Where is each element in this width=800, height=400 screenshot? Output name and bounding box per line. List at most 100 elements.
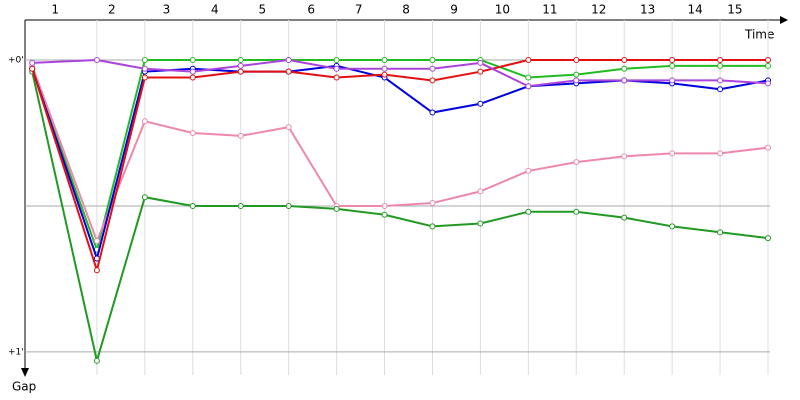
point xyxy=(525,83,532,90)
point xyxy=(381,202,388,209)
point xyxy=(381,71,388,78)
point xyxy=(141,194,148,201)
series-line xyxy=(31,64,769,263)
point xyxy=(477,68,484,75)
point xyxy=(765,56,772,63)
point xyxy=(333,74,340,81)
point xyxy=(429,223,436,230)
point xyxy=(621,214,628,221)
point xyxy=(189,74,196,81)
point xyxy=(669,77,676,84)
point xyxy=(525,208,532,215)
point xyxy=(237,68,244,75)
x-tick-label: 5 xyxy=(258,3,266,17)
point xyxy=(93,267,100,274)
point xyxy=(621,56,628,63)
point xyxy=(285,124,292,131)
point xyxy=(93,357,100,364)
point xyxy=(333,56,340,63)
point xyxy=(573,56,580,63)
point xyxy=(93,237,100,244)
point xyxy=(717,56,724,63)
point xyxy=(477,188,484,195)
x-tick-label: 9 xyxy=(450,3,458,17)
point xyxy=(573,77,580,84)
point xyxy=(381,56,388,63)
point xyxy=(525,167,532,174)
point xyxy=(429,56,436,63)
point xyxy=(381,65,388,72)
point xyxy=(333,65,340,72)
point xyxy=(141,56,148,63)
y-axis-label: Gap xyxy=(12,380,36,394)
series-line xyxy=(32,58,769,88)
point xyxy=(717,229,724,236)
x-tick-label: 8 xyxy=(402,3,410,17)
point xyxy=(93,56,100,63)
point xyxy=(189,202,196,209)
point xyxy=(333,205,340,212)
y-tick-label: +0' xyxy=(8,55,24,65)
point xyxy=(477,100,484,107)
x-tick-label: 15 xyxy=(727,3,742,17)
x-axis-label: Time xyxy=(744,28,774,42)
point xyxy=(477,59,484,66)
point xyxy=(429,200,436,207)
point xyxy=(525,56,532,63)
point xyxy=(141,74,148,81)
point xyxy=(573,71,580,78)
point xyxy=(669,62,676,69)
point xyxy=(621,65,628,72)
y-tick-label: +1' xyxy=(8,347,24,357)
y-axis-arrow xyxy=(21,368,29,377)
point xyxy=(621,77,628,84)
point xyxy=(237,56,244,63)
x-tick-label: 14 xyxy=(688,3,703,17)
point xyxy=(669,223,676,230)
point xyxy=(429,65,436,72)
point xyxy=(189,68,196,75)
point xyxy=(429,109,436,116)
point xyxy=(669,56,676,63)
point xyxy=(285,56,292,63)
x-tick-label: 4 xyxy=(211,3,219,17)
point xyxy=(717,62,724,69)
point xyxy=(429,77,436,84)
point xyxy=(621,153,628,160)
point xyxy=(189,129,196,136)
x-tick-label: 3 xyxy=(163,3,171,17)
point xyxy=(237,202,244,209)
point xyxy=(765,62,772,69)
point xyxy=(765,235,772,242)
point xyxy=(477,220,484,227)
point xyxy=(141,65,148,72)
series-line xyxy=(31,58,769,274)
point xyxy=(285,68,292,75)
x-tick-label: 2 xyxy=(108,3,116,17)
x-tick-label: 1 xyxy=(51,3,59,17)
point xyxy=(669,150,676,157)
x-tick-label: 13 xyxy=(640,3,655,17)
point xyxy=(765,144,772,151)
point xyxy=(141,118,148,125)
point xyxy=(29,65,36,72)
x-axis-arrow xyxy=(780,16,788,24)
point xyxy=(29,59,36,66)
point xyxy=(573,159,580,166)
point xyxy=(765,80,772,87)
series-line xyxy=(31,71,769,365)
series-line xyxy=(31,58,769,254)
point xyxy=(285,202,292,209)
point xyxy=(525,74,532,81)
x-tick-label: 12 xyxy=(591,3,606,17)
point xyxy=(237,132,244,139)
x-tick-label: 7 xyxy=(355,3,363,17)
x-tick-label: 6 xyxy=(307,3,315,17)
x-tick-label: 11 xyxy=(542,3,557,17)
point xyxy=(189,56,196,63)
point xyxy=(717,86,724,93)
x-tick-label: 10 xyxy=(495,3,510,17)
series-line xyxy=(31,65,769,244)
point xyxy=(717,77,724,84)
